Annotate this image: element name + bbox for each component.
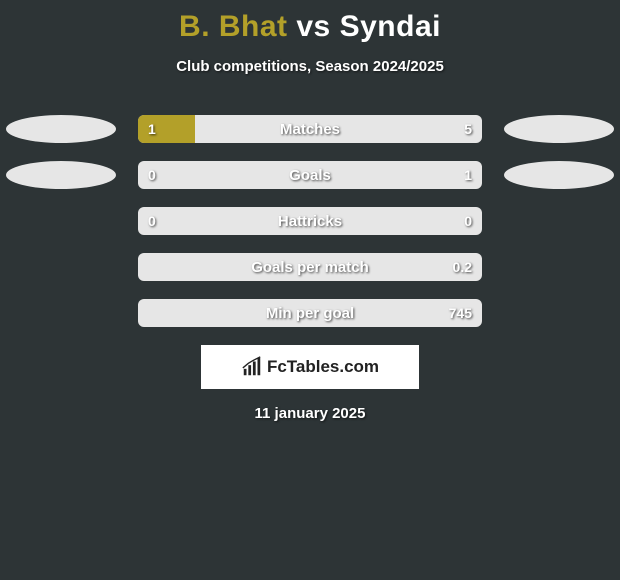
- player1-value: 0: [148, 207, 156, 235]
- player2-value: 1: [464, 161, 472, 189]
- stat-bar: 15Matches: [138, 115, 482, 143]
- comparison-infographic: B. Bhat vs Syndai Club competitions, Sea…: [0, 0, 620, 580]
- stat-row: 15Matches: [0, 115, 620, 143]
- player2-value: 0.2: [453, 253, 472, 281]
- stat-label: Hattricks: [138, 207, 482, 235]
- stat-bar: 745Min per goal: [138, 299, 482, 327]
- stat-label: Min per goal: [138, 299, 482, 327]
- stat-row: 745Min per goal: [0, 299, 620, 327]
- player2-value: 0: [464, 207, 472, 235]
- stat-label: Goals: [138, 161, 482, 189]
- player1-bar-fill: [138, 115, 195, 143]
- player1-badge: [6, 115, 116, 143]
- stat-row: 0.2Goals per match: [0, 253, 620, 281]
- stat-bar: 0.2Goals per match: [138, 253, 482, 281]
- player1-value: 0: [148, 161, 156, 189]
- vs-text: vs: [296, 10, 330, 43]
- player2-value: 745: [449, 299, 472, 327]
- player2-badge: [504, 115, 614, 143]
- stat-row: 0 0Hattricks: [0, 207, 620, 235]
- player1-badge: [6, 161, 116, 189]
- stat-label: Goals per match: [138, 253, 482, 281]
- date-label: 11 january 2025: [0, 405, 620, 422]
- chart-icon: [241, 356, 263, 378]
- comparison-chart: 15Matches01Goals00Hattricks0.2Goals per …: [0, 115, 620, 327]
- stat-row: 0 1Goals: [0, 161, 620, 189]
- subtitle: Club competitions, Season 2024/2025: [0, 58, 620, 75]
- brand-text: FcTables.com: [267, 357, 379, 377]
- page-title: B. Bhat vs Syndai: [0, 0, 620, 44]
- player2-value: 5: [464, 115, 472, 143]
- player1-name: B. Bhat: [179, 10, 288, 43]
- player2-badge: [504, 161, 614, 189]
- player2-name: Syndai: [340, 10, 441, 43]
- brand-logo: FcTables.com: [201, 345, 419, 389]
- stat-bar: 0 1Goals: [138, 161, 482, 189]
- stat-bar: 0 0Hattricks: [138, 207, 482, 235]
